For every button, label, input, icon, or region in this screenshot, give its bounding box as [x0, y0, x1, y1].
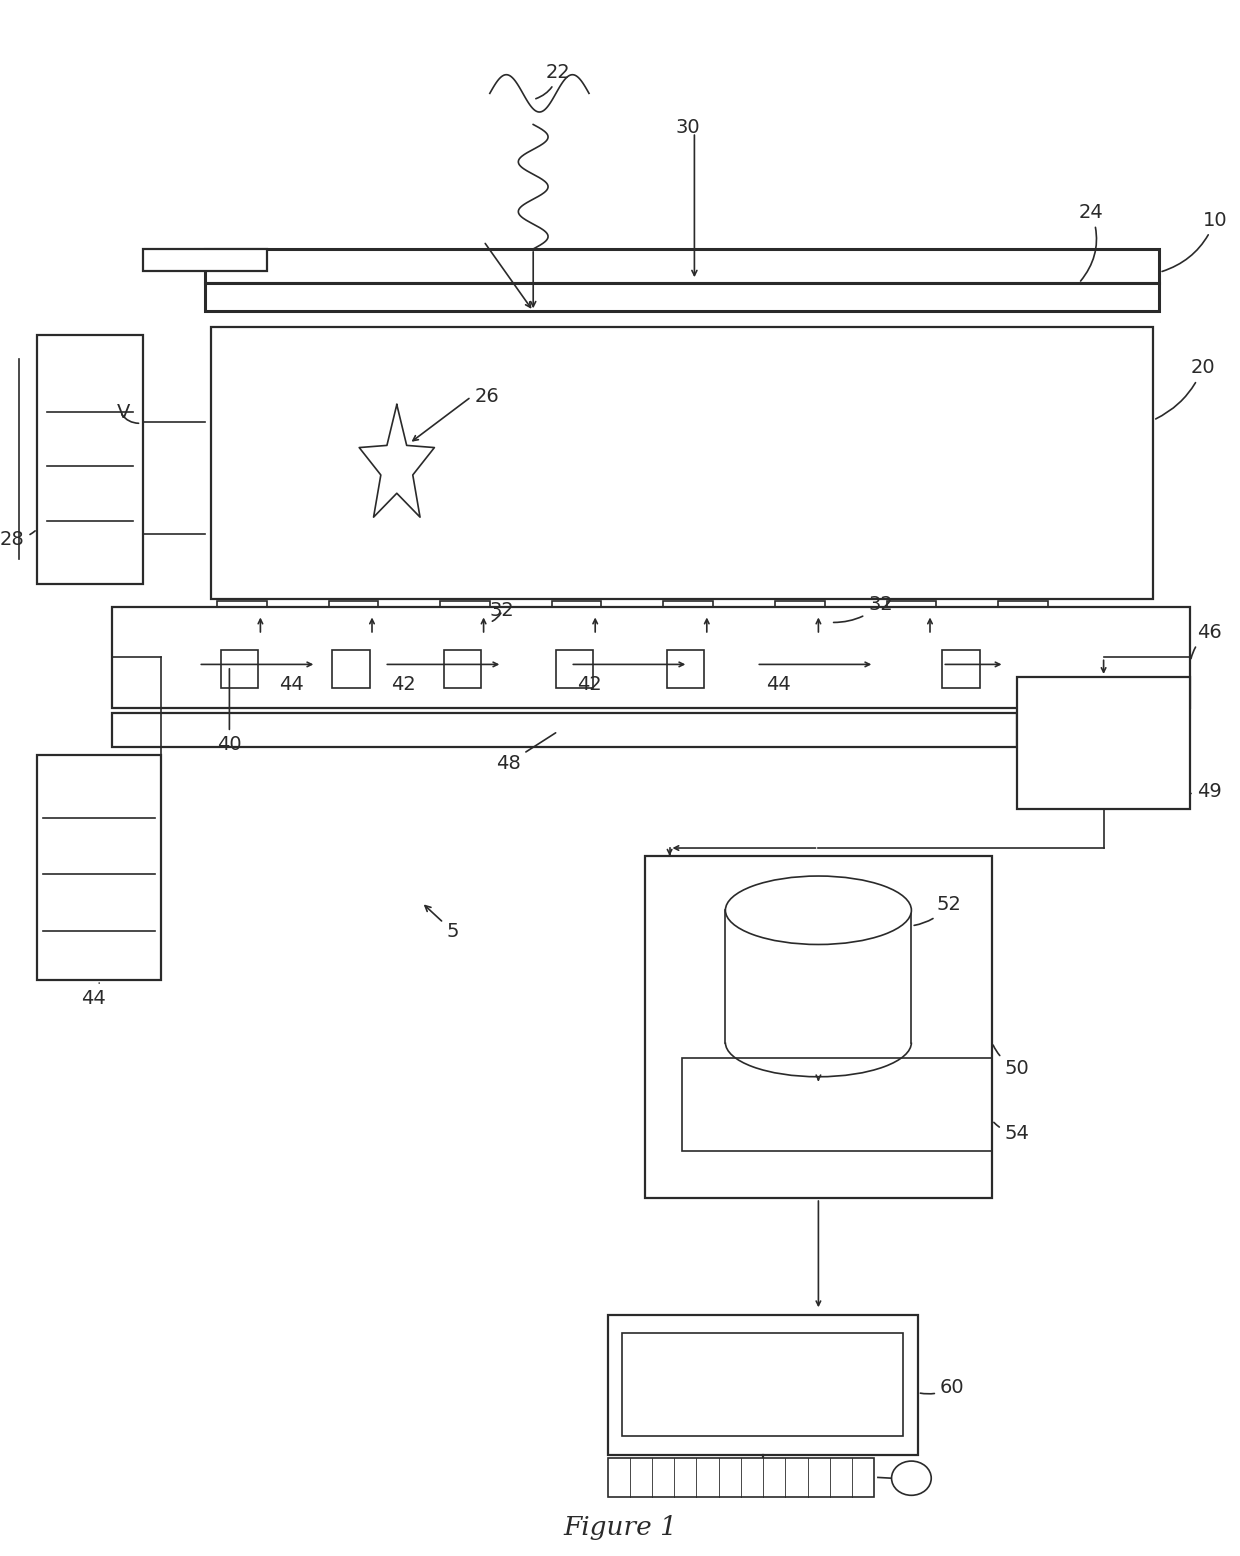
Bar	[112, 713, 1017, 747]
Text: 32: 32	[833, 594, 893, 622]
Bar	[667, 650, 704, 688]
Text: 48: 48	[496, 733, 556, 773]
Bar	[332, 650, 370, 688]
Bar	[645, 856, 992, 1198]
Bar	[775, 601, 825, 632]
Text: 60: 60	[920, 1377, 965, 1397]
Text: 32: 32	[490, 601, 515, 621]
Bar	[205, 283, 1159, 311]
Text: 44: 44	[766, 675, 791, 694]
Bar	[998, 601, 1048, 632]
Text: V: V	[118, 403, 130, 422]
Text: 26: 26	[475, 387, 500, 406]
Text: 20: 20	[1156, 358, 1215, 419]
Text: 49: 49	[1190, 781, 1221, 801]
Bar	[608, 1458, 874, 1497]
Text: 40: 40	[217, 669, 242, 755]
Text: 42: 42	[391, 675, 415, 694]
Text: 30: 30	[676, 118, 701, 137]
Text: 5: 5	[425, 906, 459, 941]
Bar	[887, 601, 936, 632]
Text: 44: 44	[81, 983, 105, 1008]
Ellipse shape	[725, 876, 911, 944]
Text: 50: 50	[993, 1046, 1029, 1078]
Text: 52: 52	[914, 895, 961, 926]
Text: 46: 46	[1190, 622, 1221, 658]
Text: Figure 1: Figure 1	[563, 1516, 677, 1540]
Bar	[143, 249, 267, 271]
Bar	[217, 601, 267, 632]
Text: 54: 54	[994, 1122, 1029, 1144]
Bar	[37, 335, 143, 584]
Bar	[942, 650, 980, 688]
Bar	[37, 755, 161, 980]
Bar	[444, 650, 481, 688]
Bar	[329, 601, 378, 632]
Bar	[1017, 677, 1190, 809]
Bar	[622, 1333, 903, 1436]
Text: 10: 10	[1162, 210, 1228, 271]
Bar	[556, 650, 593, 688]
Text: 22: 22	[536, 62, 570, 98]
Bar	[663, 601, 713, 632]
Bar	[112, 607, 1190, 708]
Bar	[205, 249, 1159, 283]
Bar	[608, 1315, 918, 1455]
Text: 44: 44	[279, 675, 304, 694]
Text: 28: 28	[0, 529, 35, 549]
Bar	[221, 650, 258, 688]
Ellipse shape	[892, 1461, 931, 1495]
Text: 42: 42	[577, 675, 601, 694]
Text: 24: 24	[1079, 202, 1104, 282]
Bar	[211, 327, 1153, 599]
Bar	[552, 601, 601, 632]
Bar	[682, 1058, 992, 1151]
Bar	[440, 601, 490, 632]
